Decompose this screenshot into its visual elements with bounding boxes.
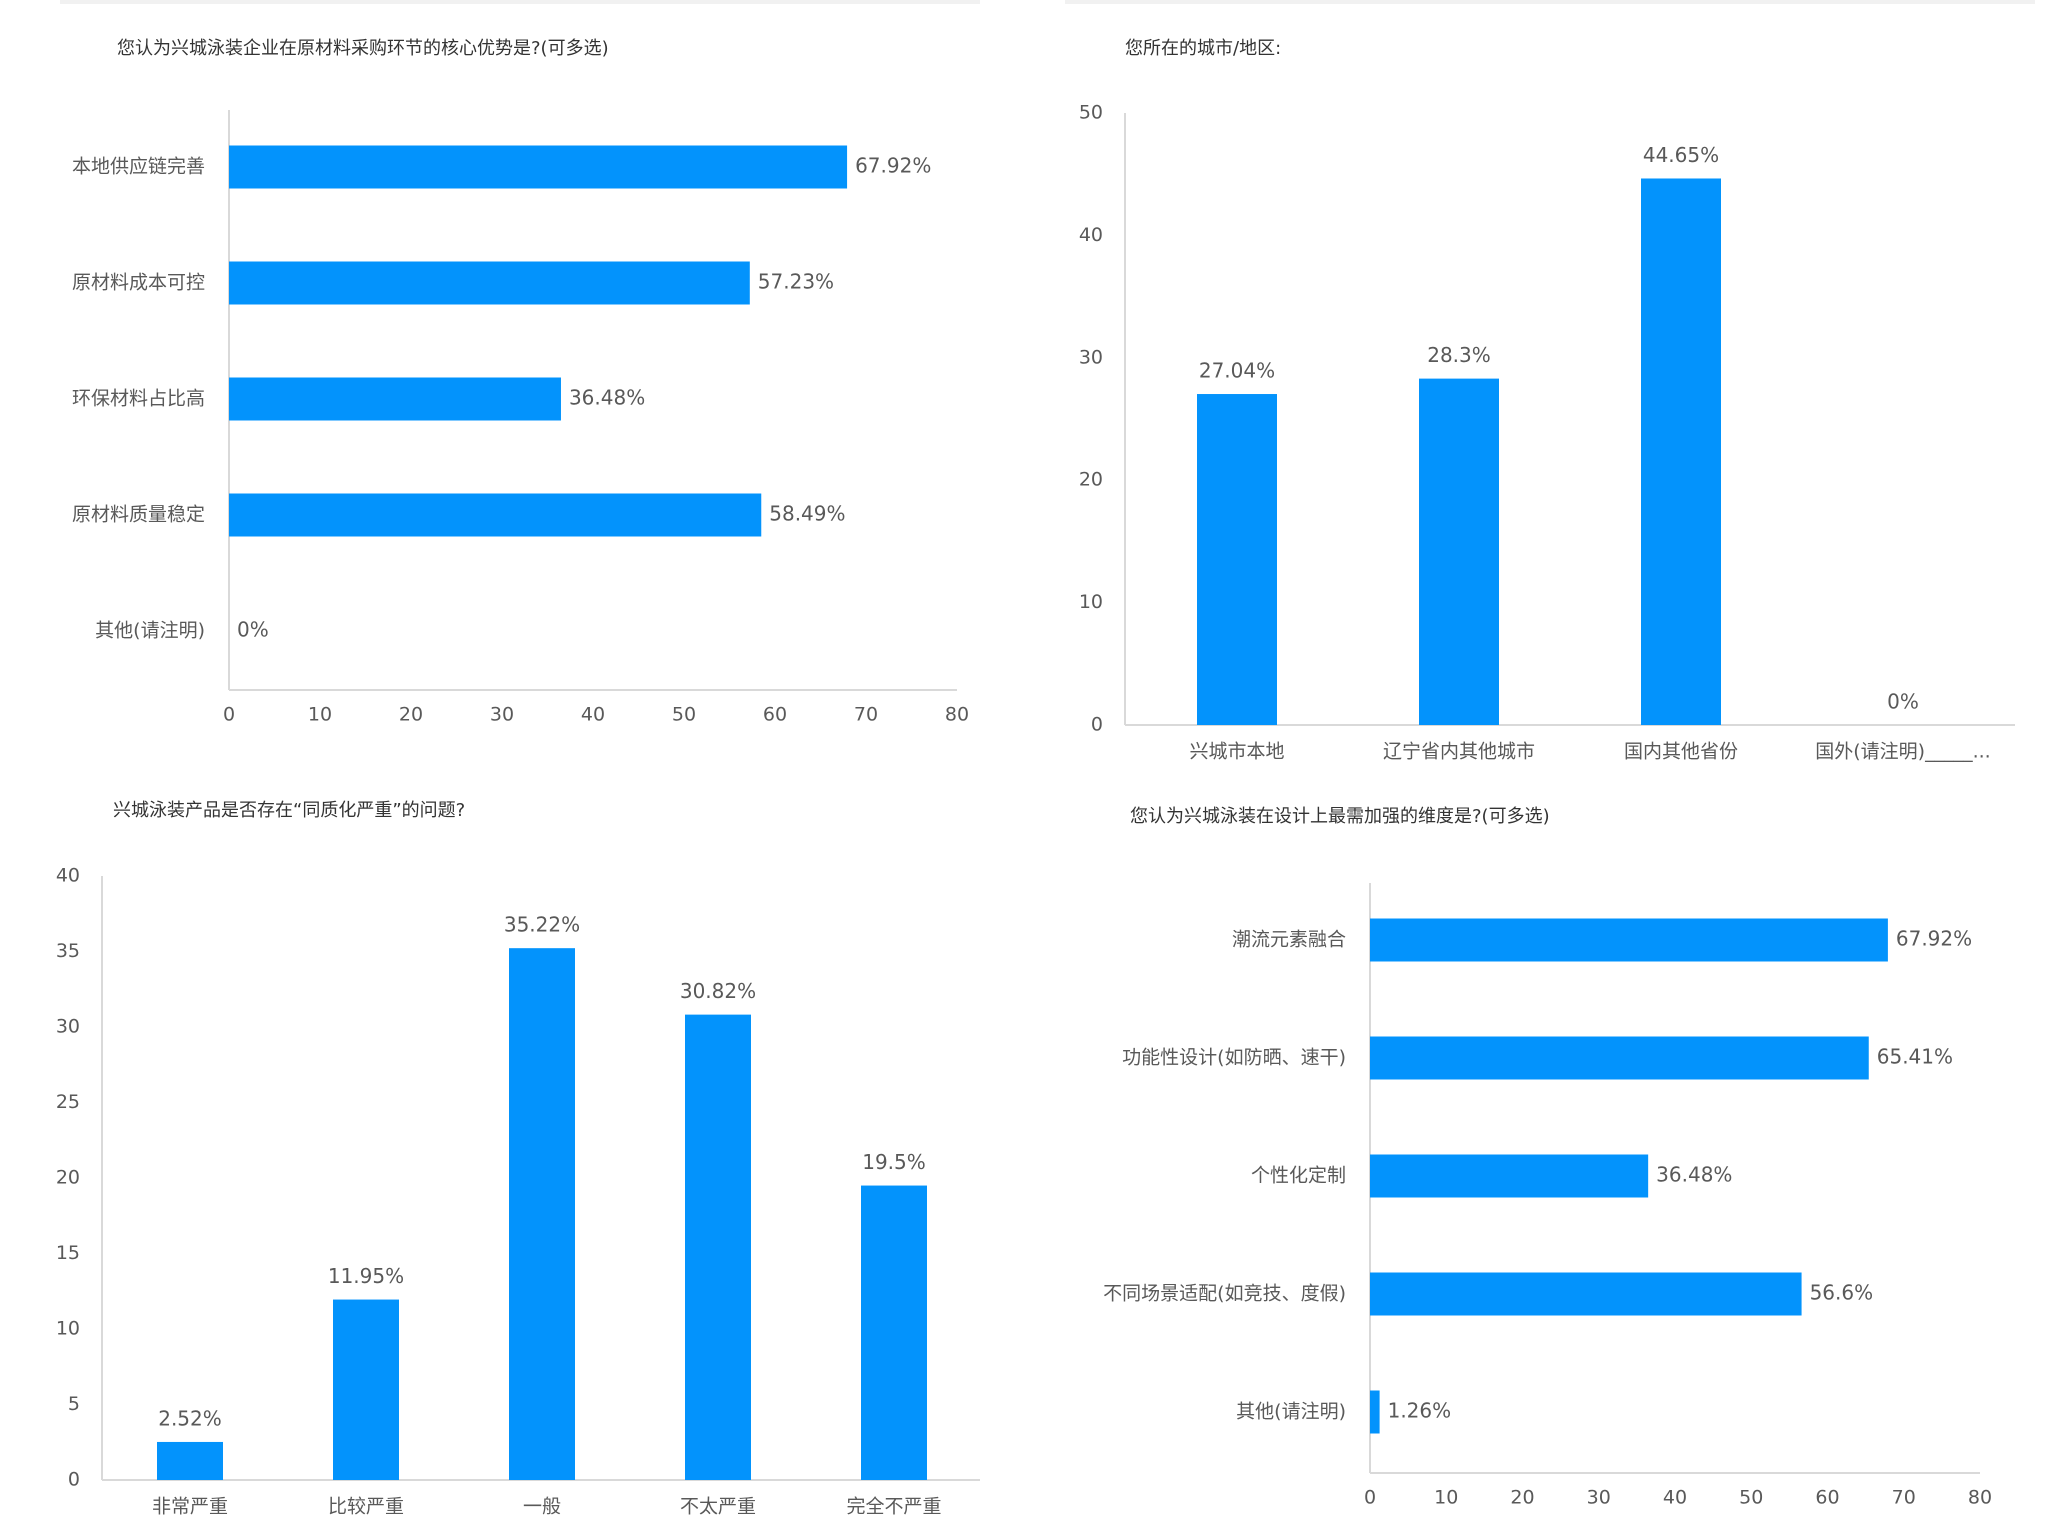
top-divider-right <box>1065 0 2035 4</box>
chart-3-category-label: 其他(请注明) <box>1236 1401 1346 1423</box>
chart-2-bar <box>861 1185 927 1480</box>
chart-1-category-label: 国内其他省份 <box>1624 741 1738 763</box>
chart-1-y-tick: 40 <box>1079 224 1103 246</box>
chart-0-x-tick: 60 <box>763 704 787 726</box>
chart-0-data-label: 0% <box>237 618 269 642</box>
chart-0-category-label: 本地供应链完善 <box>72 156 205 178</box>
chart-1-data-label: 27.04% <box>1199 359 1275 383</box>
chart-0-category-label: 原材料质量稳定 <box>72 504 205 526</box>
chart-3-bar <box>1370 918 1888 962</box>
chart-3-bar <box>1370 1154 1649 1198</box>
top-divider-left <box>60 0 980 4</box>
chart-2-y-tick: 25 <box>56 1091 80 1113</box>
chart-2-data-label: 2.52% <box>158 1406 222 1430</box>
chart-0-x-tick: 0 <box>223 704 235 726</box>
chart-2-y-tick: 15 <box>56 1242 80 1264</box>
chart-2-y-tick: 30 <box>56 1016 80 1038</box>
chart-2-y-tick: 35 <box>56 940 80 962</box>
chart-3-x-tick: 20 <box>1510 1487 1534 1509</box>
chart-0-x-tick: 10 <box>308 704 332 726</box>
chart-2-title: 兴城泳装产品是否存在“同质化严重”的问题? <box>113 800 465 821</box>
chart-3-x-tick: 10 <box>1434 1487 1458 1509</box>
chart-1-y-tick: 50 <box>1079 102 1103 124</box>
chart-0-title: 您认为兴城泳装企业在原材料采购环节的核心优势是?(可多选) <box>117 38 609 59</box>
chart-0-x-tick: 20 <box>399 704 423 726</box>
chart-2-y-tick: 10 <box>56 1318 80 1340</box>
chart-3-data-label: 56.6% <box>1810 1281 1874 1305</box>
chart-3-x-tick: 80 <box>1968 1487 1992 1509</box>
chart-3-category-label: 不同场景适配(如竞技、度假) <box>1103 1283 1346 1305</box>
chart-0-data-label: 36.48% <box>569 386 645 410</box>
chart-2-category-label: 一般 <box>523 1496 561 1518</box>
chart-1-data-label: 28.3% <box>1427 343 1491 367</box>
chart-3-x-tick: 50 <box>1739 1487 1763 1509</box>
chart-1-y-tick: 20 <box>1079 469 1103 491</box>
chart-3-x-tick: 60 <box>1815 1487 1839 1509</box>
chart-0-data-label: 57.23% <box>758 270 834 294</box>
chart-0-category-label: 原材料成本可控 <box>72 272 205 294</box>
chart-1-category-label: 兴城市本地 <box>1189 741 1284 763</box>
chart-0-data-label: 67.92% <box>855 154 931 178</box>
chart-0-category-label: 其他(请注明) <box>95 620 205 642</box>
chart-1-y-tick: 10 <box>1079 591 1103 613</box>
chart-1-bar <box>1419 378 1499 725</box>
chart-0-bar <box>229 377 561 421</box>
chart-2-y-tick: 20 <box>56 1167 80 1189</box>
chart-2-data-label: 11.95% <box>328 1264 404 1288</box>
chart-2-category-label: 完全不严重 <box>846 1496 941 1518</box>
chart-2-y-tick: 0 <box>68 1469 80 1491</box>
chart-2-data-label: 35.22% <box>504 913 580 937</box>
chart-1-y-tick: 30 <box>1079 346 1103 368</box>
chart-2-bar <box>509 948 575 1480</box>
chart-0-bar <box>229 493 762 537</box>
chart-0-data-label: 58.49% <box>769 502 845 526</box>
chart-1-title: 您所在的城市/地区: <box>1125 38 1281 59</box>
chart-2-category-label: 不太严重 <box>680 1496 756 1518</box>
chart-0-x-tick: 50 <box>672 704 696 726</box>
chart-2-category-label: 非常严重 <box>152 1496 228 1518</box>
chart-2-bar <box>157 1441 223 1480</box>
chart-3-category-label: 潮流元素融合 <box>1232 929 1346 951</box>
chart-3-bar <box>1370 1390 1380 1434</box>
chart-2-bar <box>685 1014 751 1480</box>
chart-3-x-tick: 30 <box>1587 1487 1611 1509</box>
chart-3-data-label: 65.41% <box>1877 1045 1953 1069</box>
chart-3-data-label: 36.48% <box>1656 1163 1732 1187</box>
chart-1-bar <box>1641 178 1721 725</box>
chart-0-x-tick: 30 <box>490 704 514 726</box>
chart-1-category-label: 辽宁省内其他城市 <box>1383 741 1535 763</box>
chart-3-category-label: 个性化定制 <box>1251 1165 1346 1187</box>
chart-0-bar <box>229 145 848 189</box>
chart-3-bar <box>1370 1036 1869 1080</box>
chart-2-data-label: 30.82% <box>680 979 756 1003</box>
chart-0-category-label: 环保材料占比高 <box>72 388 205 410</box>
chart-0-x-tick: 70 <box>854 704 878 726</box>
chart-3-category-label: 功能性设计(如防晒、速干) <box>1122 1047 1346 1069</box>
chart-2-y-tick: 40 <box>56 865 80 887</box>
chart-1-bar <box>1197 394 1277 725</box>
chart-2-category-label: 比较严重 <box>328 1496 404 1518</box>
chart-3-x-tick: 70 <box>1892 1487 1916 1509</box>
chart-0-x-tick: 80 <box>945 704 969 726</box>
chart-2-bar <box>333 1299 399 1480</box>
chart-3-title: 您认为兴城泳装在设计上最需加强的维度是?(可多选) <box>1130 806 1550 827</box>
chart-0-bar <box>229 261 750 305</box>
chart-0-x-tick: 40 <box>581 704 605 726</box>
chart-2-y-tick: 5 <box>68 1393 80 1415</box>
chart-3-x-tick: 0 <box>1364 1487 1376 1509</box>
chart-3-data-label: 1.26% <box>1388 1399 1452 1423</box>
chart-3-x-tick: 40 <box>1663 1487 1687 1509</box>
chart-1-y-tick: 0 <box>1091 714 1103 736</box>
chart-1-category-label: 国外(请注明)_____... <box>1815 741 1990 763</box>
chart-3-bar <box>1370 1272 1802 1316</box>
chart-3-data-label: 67.92% <box>1896 927 1972 951</box>
chart-1-data-label: 0% <box>1887 690 1919 714</box>
chart-2-data-label: 19.5% <box>862 1150 926 1174</box>
chart-1-data-label: 44.65% <box>1643 143 1719 167</box>
